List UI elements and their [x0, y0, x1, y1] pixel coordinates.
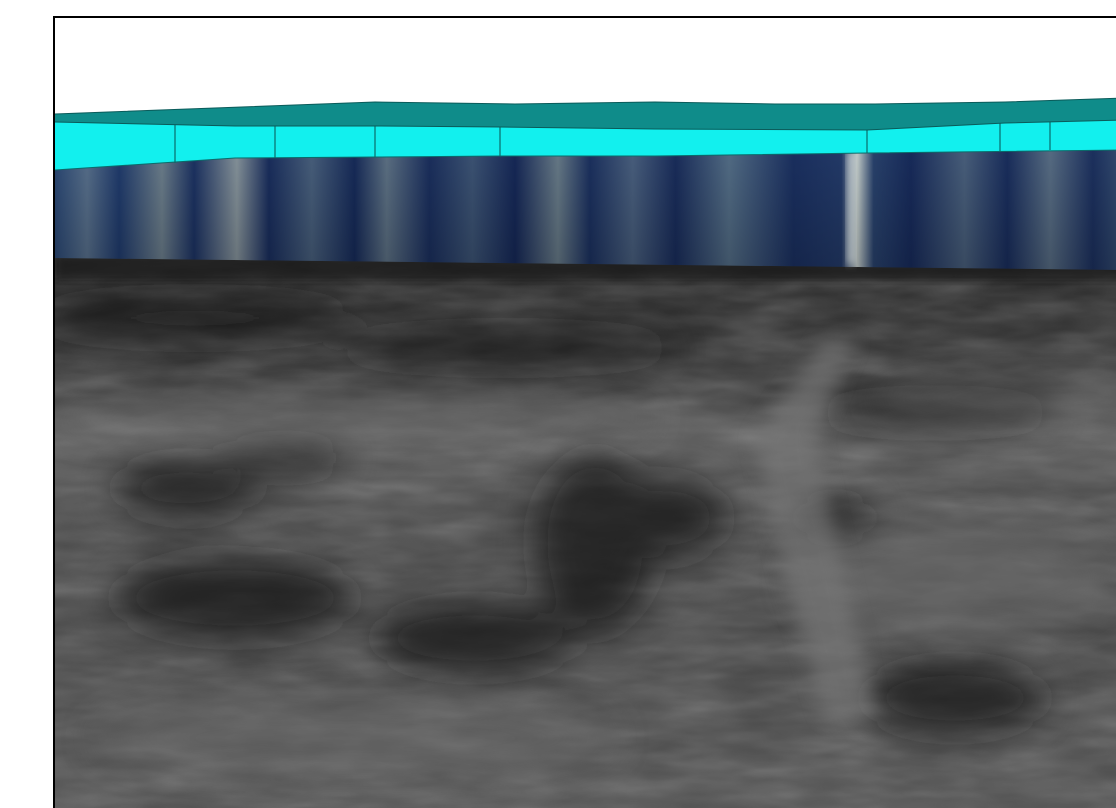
curtain-wall — [55, 148, 1116, 270]
wall-band — [55, 120, 1116, 171]
roof-top — [55, 97, 1116, 131]
3d-viewport[interactable] — [53, 16, 1116, 808]
terrain-ground — [55, 254, 1116, 808]
3d-scene — [55, 97, 1116, 808]
